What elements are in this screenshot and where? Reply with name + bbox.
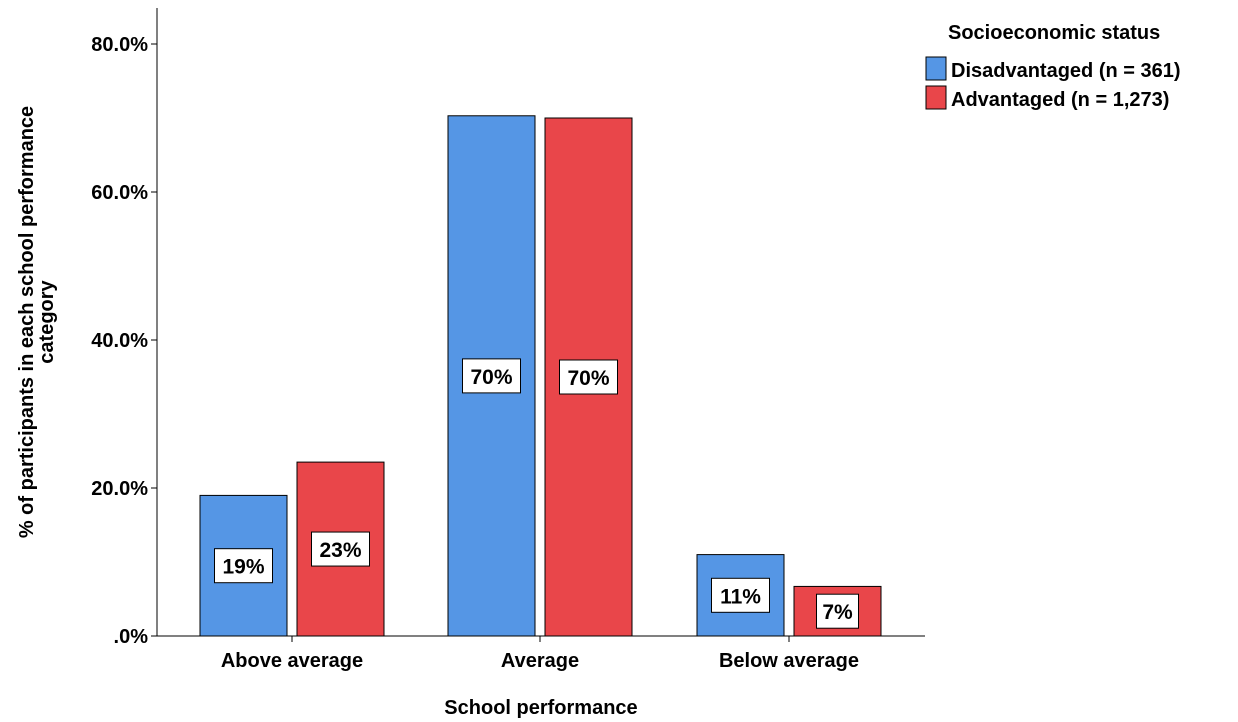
data-label-box	[559, 359, 618, 395]
legend-entry-label: Disadvantaged (n = 361)	[951, 60, 1181, 82]
y-axis-ticks: .0% 20.0% 40.0% 60.0% 80.0%	[91, 34, 157, 648]
data-label-box	[462, 358, 521, 394]
x-tick-label: Average	[501, 650, 579, 672]
data-label-box	[214, 548, 273, 584]
y-tick-label: .0%	[114, 626, 149, 648]
data-label-box	[711, 577, 770, 613]
y-axis-title-line-1: % of participants in each school perform…	[16, 106, 38, 538]
legend-entry-label: Advantaged (n = 1,273)	[951, 89, 1169, 111]
data-label: 70%	[470, 366, 512, 389]
legend: Socioeconomic status Disadvantaged (n = …	[925, 22, 1181, 111]
bars: 19% 23% 70% 70% 11% 7%	[199, 115, 882, 637]
data-label: 11%	[720, 585, 761, 608]
data-label: 23%	[319, 539, 361, 562]
x-axis-title: School performance	[444, 697, 637, 719]
y-axis-title-line-2: category	[36, 279, 58, 363]
y-tick-label: 60.0%	[91, 182, 148, 204]
data-label-box	[311, 531, 370, 567]
legend-title: Socioeconomic status	[948, 22, 1160, 44]
y-tick-label: 20.0%	[91, 478, 148, 500]
data-label-box	[816, 593, 859, 629]
x-tick-label: Below average	[719, 650, 859, 672]
legend-swatch	[925, 56, 947, 81]
x-tick-label: Above average	[221, 650, 363, 672]
y-tick-label: 80.0%	[91, 34, 148, 56]
data-label: 7%	[822, 601, 853, 624]
data-label: 70%	[567, 367, 609, 390]
x-axis-ticks: Above average Average Below average	[221, 636, 859, 672]
y-axis-title: % of participants in each school perform…	[16, 106, 58, 538]
legend-swatch	[925, 85, 947, 110]
data-label: 19%	[222, 556, 264, 579]
y-tick-label: 40.0%	[91, 330, 148, 352]
